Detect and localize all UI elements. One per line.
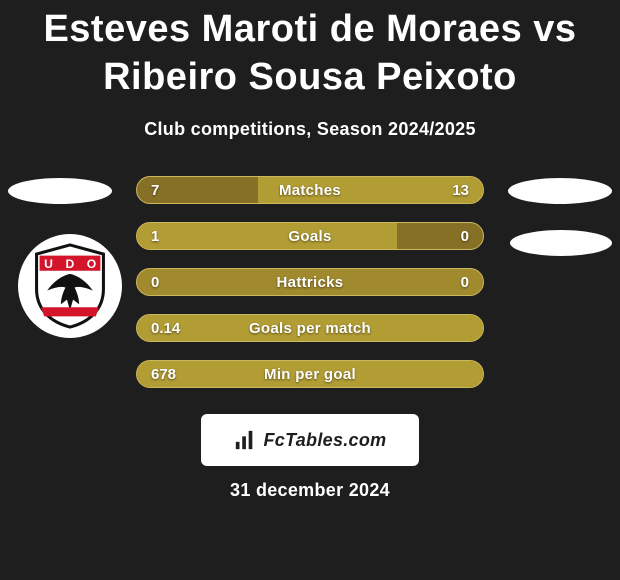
stat-seg-left bbox=[137, 223, 397, 249]
player-right-placeholder bbox=[508, 178, 612, 204]
stat-row: Hattricks0 0 bbox=[136, 268, 484, 296]
club-badge-icon: U D O bbox=[32, 243, 108, 329]
stat-seg-left bbox=[137, 315, 483, 341]
date: 31 december 2024 bbox=[0, 480, 620, 501]
svg-text:O: O bbox=[87, 257, 96, 271]
stat-val-right: 0 bbox=[461, 274, 469, 291]
svg-text:U: U bbox=[44, 257, 53, 271]
subtitle: Club competitions, Season 2024/2025 bbox=[0, 119, 620, 140]
brand-banner: FcTables.com bbox=[201, 414, 419, 466]
stat-row: Goals per match0.14 bbox=[136, 314, 484, 342]
stat-seg-right bbox=[258, 177, 483, 203]
club-badge-left: U D O bbox=[18, 234, 122, 338]
stat-seg-left bbox=[137, 177, 258, 203]
stat-label: Hattricks bbox=[137, 274, 483, 291]
stat-seg-right bbox=[397, 223, 484, 249]
player-right-placeholder-2 bbox=[510, 230, 612, 256]
stat-row: Goals10 bbox=[136, 222, 484, 250]
brand-text: FcTables.com bbox=[264, 430, 387, 451]
bar-chart-icon bbox=[234, 429, 256, 451]
stat-row: Min per goal678 bbox=[136, 360, 484, 388]
stat-seg-left bbox=[137, 361, 483, 387]
stat-val-left: 0 bbox=[151, 274, 159, 291]
bar-list: Matches713 Goals10 Hattricks0 0 Goals per ma… bbox=[136, 176, 484, 388]
stat-row: Matches713 bbox=[136, 176, 484, 204]
comparison-chart: U D O Matches713 Goals10 Hattricks0 0 Goals … bbox=[0, 178, 620, 408]
page-title: Esteves Maroti de Moraes vs Ribeiro Sous… bbox=[0, 0, 620, 101]
player-left-placeholder bbox=[8, 178, 112, 204]
svg-text:D: D bbox=[65, 257, 74, 271]
